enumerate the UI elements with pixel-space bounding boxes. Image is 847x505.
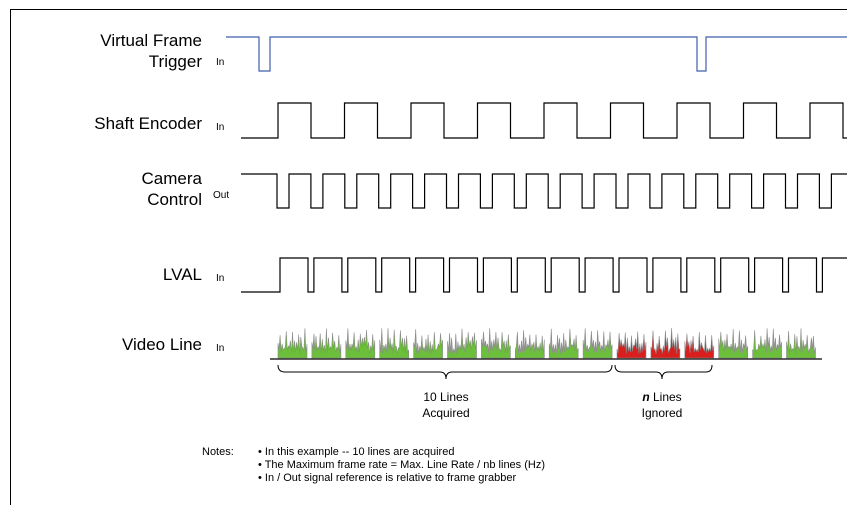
note-item: • The Maximum frame rate = Max. Line Rat… bbox=[258, 459, 545, 471]
video-line-segment-acquired bbox=[345, 328, 376, 359]
notes-block: Notes: • In this example -- 10 lines are… bbox=[202, 446, 842, 494]
direction-label: In bbox=[216, 273, 225, 284]
frame-border-left bbox=[10, 9, 11, 505]
brace-label-line: Ignored bbox=[641, 406, 683, 420]
trigger-waveform bbox=[226, 36, 847, 72]
signal-label-line: Shaft Encoder bbox=[94, 114, 202, 133]
direction-label: Out bbox=[213, 190, 230, 201]
signal-label-line: Camera bbox=[141, 169, 202, 188]
ignored-brace bbox=[614, 364, 713, 380]
signal-label-virtual-frame-trigger: Virtual Frame Trigger bbox=[30, 30, 202, 72]
direction-label: In bbox=[216, 122, 225, 133]
note-item: • In this example -- 10 lines are acquir… bbox=[258, 446, 455, 458]
lval-waveform bbox=[241, 257, 847, 293]
brace-label-line: n Lines bbox=[612, 389, 712, 405]
video-line-segment-acquired bbox=[514, 330, 545, 359]
signal-label-line: Virtual Frame bbox=[100, 31, 202, 50]
video-line-signal bbox=[277, 327, 816, 359]
acquired-brace-label: 10 Lines Acquired bbox=[396, 389, 496, 421]
signal-label-line: LVAL bbox=[162, 265, 202, 284]
frame-border-top bbox=[10, 9, 847, 10]
note-item: • In / Out signal reference is relative … bbox=[258, 472, 517, 484]
video-line-segment-acquired bbox=[718, 329, 749, 359]
video-line-segment-acquired bbox=[277, 328, 308, 359]
video-line-segment-ignored bbox=[616, 331, 647, 359]
video-line-segment-acquired bbox=[752, 328, 782, 359]
video-line-segment-acquired bbox=[582, 328, 613, 359]
signal-label-line: Trigger bbox=[148, 52, 202, 71]
video-line-segment-ignored bbox=[684, 331, 715, 359]
n-symbol: n bbox=[642, 390, 650, 404]
video-line-segment-acquired bbox=[413, 329, 443, 359]
video-line-segment-acquired bbox=[786, 328, 816, 359]
video-line-segment-ignored bbox=[650, 327, 681, 359]
acquired-brace bbox=[277, 364, 613, 380]
notes-list: • In this example -- 10 lines are acquir… bbox=[258, 446, 545, 485]
brace-label-line: 10 Lines bbox=[423, 390, 469, 404]
brace-label-line: Acquired bbox=[422, 406, 470, 420]
notes-label: Notes: bbox=[202, 446, 234, 458]
signal-label-video-line: Video Line bbox=[30, 334, 202, 355]
direction-label: In bbox=[216, 343, 225, 354]
video-line-segment-acquired bbox=[481, 328, 511, 359]
video-line-segment-acquired bbox=[548, 328, 579, 359]
video-line-segment-acquired bbox=[311, 328, 342, 359]
signal-label-shaft-encoder: Shaft Encoder bbox=[30, 113, 202, 134]
shaft-encoder-waveform bbox=[241, 102, 847, 139]
camera-control-waveform bbox=[241, 173, 847, 209]
signal-label-camera-control: Camera Control bbox=[30, 168, 202, 210]
direction-label: In bbox=[216, 57, 225, 68]
brace-label-text: Lines bbox=[649, 390, 682, 404]
signal-label-line: Video Line bbox=[121, 335, 202, 354]
signal-label-line: Control bbox=[147, 190, 202, 209]
video-line-segment-acquired bbox=[379, 328, 410, 359]
signal-label-lval: LVAL bbox=[30, 264, 202, 285]
video-line-segment-acquired bbox=[447, 328, 477, 359]
ignored-brace-label: n Lines Ignored bbox=[612, 389, 712, 421]
